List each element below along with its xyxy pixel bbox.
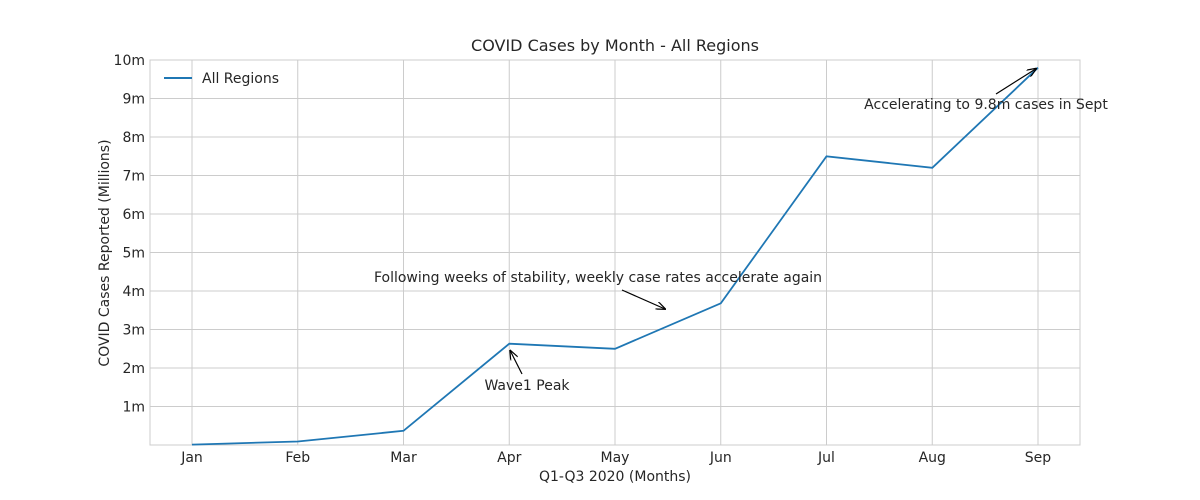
annotations: Wave1 Peak Following weeks of stability,… (374, 69, 1108, 394)
x-axis-title: Q1-Q3 2020 (Months) (539, 469, 691, 485)
x-tick-label: Jul (817, 450, 835, 466)
y-tick-label: 3m (122, 323, 145, 339)
x-tick-label: Jan (180, 450, 203, 466)
legend: All Regions (164, 71, 279, 87)
chart-title: COVID Cases by Month - All Regions (471, 36, 759, 55)
y-tick-label: 4m (122, 284, 145, 300)
x-axis-ticks: Jan Feb Mar Apr May Jun Jul Aug Sep (180, 450, 1051, 466)
y-tick-label: 5m (122, 246, 145, 262)
plot-frame (149, 59, 1081, 446)
x-tick-label: Apr (497, 450, 521, 466)
y-tick-label: 6m (122, 207, 145, 223)
annotation-arrow-sept (995, 69, 1036, 95)
y-tick-label: 10m (114, 53, 145, 69)
x-tick-label: Aug (919, 450, 946, 466)
annotation-sept: Accelerating to 9.8m cases in Sept (864, 97, 1108, 113)
x-tick-label: Sep (1025, 450, 1052, 466)
y-tick-label: 7m (122, 169, 145, 185)
grid-lines (150, 59, 1080, 445)
x-tick-label: Jun (709, 450, 732, 466)
legend-label-all-regions: All Regions (202, 71, 279, 87)
y-tick-label: 2m (122, 361, 145, 377)
y-tick-label: 1m (122, 400, 145, 416)
annotation-arrow-wave1 (510, 351, 523, 375)
y-axis-ticks: 1m 2m 3m 4m 5m 6m 7m 8m 9m 10m (114, 53, 145, 416)
y-tick-label: 9m (122, 92, 145, 108)
annotation-stability: Following weeks of stability, weekly cas… (374, 270, 822, 286)
x-tick-label: Mar (390, 450, 417, 466)
y-tick-label: 8m (122, 130, 145, 146)
x-tick-label: May (601, 450, 630, 466)
series-points (191, 67, 1039, 445)
annotation-wave1: Wave1 Peak (484, 378, 570, 394)
annotation-arrow-stability (621, 289, 665, 309)
y-axis-title: COVID Cases Reported (Millions) (97, 139, 113, 366)
x-tick-label: Feb (285, 450, 310, 466)
